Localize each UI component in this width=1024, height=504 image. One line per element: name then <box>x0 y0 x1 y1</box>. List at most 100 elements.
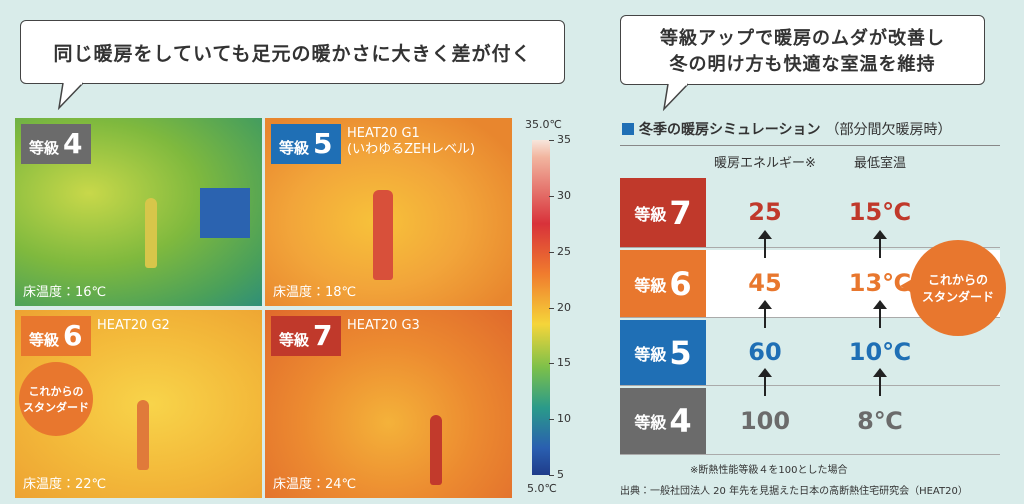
energy-value: 25 <box>748 198 782 226</box>
bubble-text: 等級アップで暖房のムダが改善し <box>660 28 945 49</box>
bubble-tail <box>662 83 689 112</box>
thermal-image: 等級 6 HEAT20 G2 これからのスタンダード 床温度：22℃ <box>15 310 262 498</box>
bubble-text: 同じ暖房をしていても足元の暖かさに大きく差が付く <box>53 42 532 65</box>
temp-value: 8℃ <box>857 406 903 435</box>
colorbar-tick-label: 35 <box>557 133 571 146</box>
energy-value: 45 <box>748 269 782 297</box>
title-note: （部分間欠暖房時） <box>825 122 952 138</box>
person <box>137 400 149 470</box>
floor-temp: 床温度：18℃ <box>273 285 357 300</box>
floor-temp: 床温度：22℃ <box>23 477 107 492</box>
colorbar-tick <box>549 363 554 365</box>
grade-box: 等級 6 <box>21 316 91 356</box>
grade-number: 4 <box>63 127 83 160</box>
colorbar-top: 35.0℃ <box>525 118 562 131</box>
person <box>373 190 393 280</box>
grade-sub: HEAT20 G3 <box>347 318 420 333</box>
person <box>430 415 442 485</box>
grade-label: 等級 <box>634 413 667 432</box>
window <box>200 188 250 238</box>
badge-pointer <box>900 278 914 294</box>
grade-box: 等級 7 <box>271 316 341 356</box>
colorbar-tick <box>549 475 554 476</box>
standard-badge: これからのスタンダード <box>19 362 93 436</box>
colorbar-tick <box>549 307 554 309</box>
arrow <box>873 300 887 328</box>
table-row: 等級 7 25 15℃ <box>620 178 1000 248</box>
header: 最低室温 <box>853 156 906 171</box>
header: 暖房エネルギー※ <box>714 156 816 171</box>
grade-number: 7 <box>669 193 692 232</box>
floor-temp: 床温度：24℃ <box>273 477 357 492</box>
badge-text: これからの <box>28 385 84 398</box>
floor-temp: 床温度：16℃ <box>23 285 107 300</box>
grade-box: 等級 4 <box>21 124 91 164</box>
grade-box: 等級 5 <box>271 124 341 164</box>
colorbar-tick-label: 10 <box>557 412 571 426</box>
speech-bubble: 同じ暖房をしていても足元の暖かさに大きく差が付く <box>20 20 565 84</box>
person <box>145 198 157 268</box>
grade-sub: HEAT20 G2 <box>97 318 170 333</box>
arrow <box>758 300 772 328</box>
thermal-image: 等級 7 HEAT20 G3 床温度：24℃ <box>265 310 512 498</box>
title-text: 冬季の暖房シミュレーション <box>639 122 821 138</box>
grade-box: 等級 4 <box>620 388 706 454</box>
arrow <box>758 368 772 396</box>
badge-text: これからの <box>927 273 988 287</box>
sim-title: 冬季の暖房シミュレーション （部分間欠暖房時） <box>622 119 951 139</box>
temp-value: 13℃ <box>848 269 912 297</box>
bubble-tail <box>57 82 84 111</box>
energy-value: 60 <box>748 338 782 366</box>
grade-number: 4 <box>669 402 692 440</box>
bubble-text: 冬の明け方も快適な室温を維持 <box>669 54 936 75</box>
energy-value: 100 <box>739 406 791 435</box>
grade-box: 等級 5 <box>620 320 706 385</box>
grade-label: 等級 <box>279 331 310 349</box>
badge-text: スタンダード <box>921 290 994 304</box>
colorbar <box>532 140 550 475</box>
colorbar-tick-label: 30 <box>557 188 571 202</box>
badge-text: スタンダード <box>23 401 89 414</box>
table-row: 等級 4 100 8℃ <box>620 368 1000 455</box>
temp-value: 15℃ <box>848 198 912 226</box>
colorbar-tick <box>549 140 554 141</box>
grade-number: 6 <box>669 264 692 303</box>
source: 出典：一般社団法人 20 年先を見据えた日本の高断熱住宅研究会（HEAT20） <box>620 486 968 497</box>
colorbar-tick-label: 15 <box>557 356 571 370</box>
colorbar-bottom: 5.0℃ <box>527 482 557 495</box>
grade-number: 7 <box>313 319 333 352</box>
standard-badge: これからのスタンダード <box>910 240 1006 336</box>
colorbar-tick-label: 5 <box>557 468 564 481</box>
grade-sub: HEAT20 G1 (いわゆるZEHレベル) <box>347 126 476 157</box>
grade-number: 6 <box>63 319 83 352</box>
arrow <box>873 230 887 258</box>
colorbar-tick <box>549 251 554 253</box>
colorbar-tick-label: 20 <box>557 300 571 314</box>
colorbar-tick <box>549 195 554 197</box>
rule <box>620 145 1000 146</box>
table-row: 等級 5 60 10℃ <box>620 300 1000 386</box>
grade-label: 等級 <box>29 139 60 157</box>
note: ※断熱性能等級４を100とした場合 <box>690 465 848 476</box>
grade-box: 等級 7 <box>620 178 706 247</box>
grade-number: 5 <box>669 333 692 372</box>
grade-label: 等級 <box>634 275 667 295</box>
speech-bubble: 等級アップで暖房のムダが改善し 冬の明け方も快適な室温を維持 <box>620 15 985 85</box>
colorbar-ticks: 35 30 25 20 15 10 5 <box>549 133 583 481</box>
grade-number: 5 <box>313 127 333 160</box>
grade-box: 等級 6 <box>620 250 706 317</box>
colorbar-tick <box>549 419 554 421</box>
grade-label: 等級 <box>634 344 667 364</box>
arrow <box>758 230 772 258</box>
thermal-image: 等級 4 床温度：16℃ <box>15 118 262 306</box>
colorbar-tick-label: 25 <box>557 244 571 258</box>
grade-label: 等級 <box>29 331 60 349</box>
grade-label: 等級 <box>279 139 310 157</box>
arrow <box>873 368 887 396</box>
temp-value: 10℃ <box>848 338 912 366</box>
title-marker <box>622 123 634 135</box>
thermal-image: 等級 5 HEAT20 G1 (いわゆるZEHレベル) 床温度：18℃ <box>265 118 512 306</box>
grade-label: 等級 <box>634 204 667 224</box>
